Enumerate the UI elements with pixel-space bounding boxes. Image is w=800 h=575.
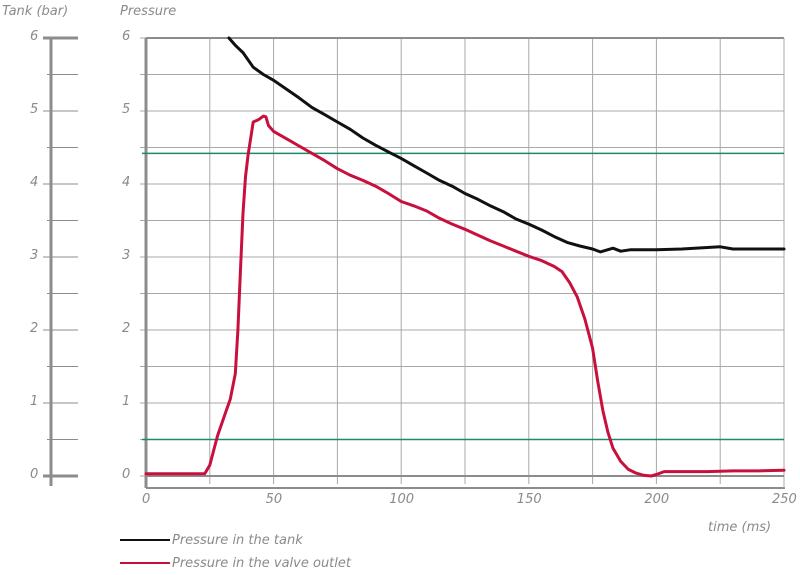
pressure-axis-title: Pressure (120, 4, 177, 19)
legend-item-tank: Pressure in the tank (120, 530, 303, 550)
tank-axis-tick-label: 1 (30, 394, 39, 409)
tank-axis-tick-label: 5 (30, 102, 39, 117)
time-axis-tick-label: 0 (142, 492, 151, 507)
valve-outlet-pressure-line (144, 114, 786, 478)
pressure-axis-tick-label: 1 (122, 394, 131, 409)
tank-axis-tick-label: 3 (30, 248, 39, 263)
legend-swatch-valve (120, 562, 170, 564)
time-axis-tick-label: 250 (772, 492, 797, 507)
tank-axis-tick-label: 0 (30, 467, 39, 482)
legend-swatch-tank (120, 539, 170, 541)
time-axis-tick-label: 200 (644, 492, 670, 507)
pressure-axis-tick-label: 0 (122, 467, 131, 482)
legend-label-valve: Pressure in the valve outlet (172, 555, 351, 571)
tank-axis-tick-label: 4 (30, 175, 39, 190)
legend-item-valve: Pressure in the valve outlet (120, 553, 351, 573)
x-axis-title: time (ms) (708, 520, 772, 535)
tank-axis-title: Tank (bar) (2, 4, 69, 19)
pressure-axis-tick-label: 4 (122, 175, 131, 190)
pressure-axis-tick-label: 2 (122, 321, 131, 336)
tank-pressure-line (227, 36, 786, 254)
time-axis-tick-label: 100 (389, 492, 415, 507)
pressure-axis-tick-label: 6 (122, 29, 131, 44)
pressure-axis-tick-label: 5 (122, 102, 131, 117)
tank-axis-tick-label: 2 (30, 321, 39, 336)
tank-axis-tick-label: 6 (30, 29, 39, 44)
time-axis-tick-label: 50 (265, 492, 283, 507)
pressure-axis-tick-label: 3 (122, 248, 131, 263)
time-axis-tick-label: 150 (516, 492, 542, 507)
legend-label-tank: Pressure in the tank (172, 532, 303, 548)
